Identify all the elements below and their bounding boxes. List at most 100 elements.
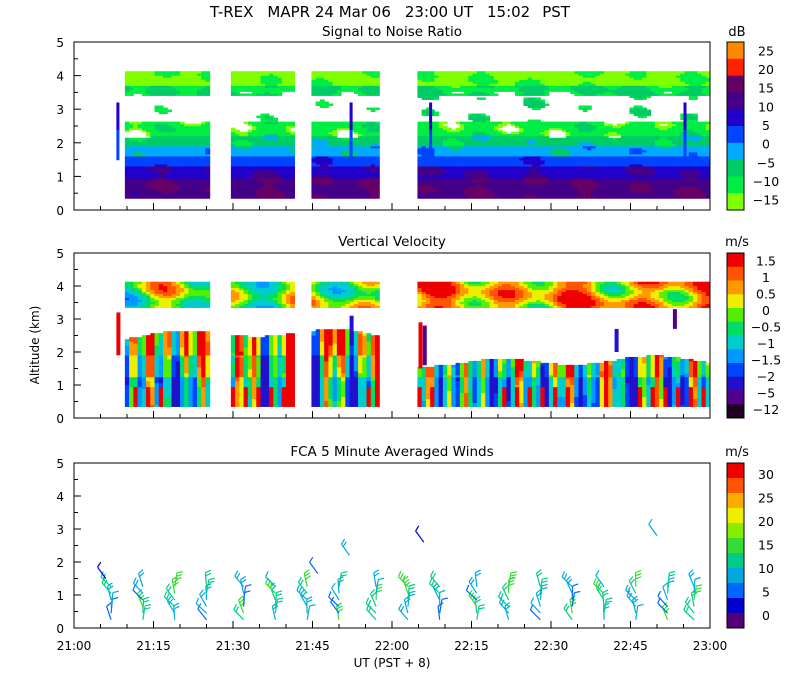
snr-cell (180, 131, 185, 135)
snr-cell (175, 75, 181, 78)
snr-cell (341, 157, 346, 161)
snr-cell (498, 172, 503, 175)
snr-cell (277, 168, 283, 171)
snr-cell (341, 83, 346, 86)
snr-cell (434, 91, 440, 94)
snr-cell (260, 73, 266, 76)
snr-cell (604, 180, 609, 183)
snr-cell (171, 194, 177, 197)
snr-cell (133, 79, 139, 82)
snr-cell (604, 129, 609, 133)
snr-cell (489, 172, 495, 175)
snr-cell (269, 141, 274, 145)
snr-cell (180, 127, 185, 131)
snr-cell (319, 79, 325, 82)
snr-cell (476, 93, 482, 96)
snr-cell (345, 123, 351, 127)
snr-cell (264, 137, 270, 141)
snr-cell (230, 89, 236, 92)
snr-cell (281, 125, 287, 129)
snr-cell (468, 81, 474, 84)
snr-cell (184, 77, 189, 80)
snr-cell (286, 194, 291, 197)
snr-cell (328, 168, 334, 171)
snr-cell (277, 184, 283, 187)
snr-cell (158, 79, 164, 82)
snr-cell (438, 93, 444, 96)
snr-cell (582, 161, 588, 165)
snr-cell (578, 145, 584, 149)
snr-cell (430, 93, 435, 96)
snr-cell (430, 85, 435, 88)
snr-cell (362, 194, 368, 197)
snr-cell (146, 159, 151, 163)
snr-cell (421, 71, 427, 74)
snr-cell (328, 149, 334, 153)
snr-cell (540, 81, 546, 84)
snr-cell (612, 184, 618, 187)
snr-cell (455, 87, 461, 90)
snr-cell (565, 168, 571, 171)
snr-cell (468, 115, 474, 119)
snr-cell (608, 178, 613, 181)
snr-cell (553, 149, 558, 153)
snr-cell (604, 176, 609, 179)
snr-cell (565, 125, 571, 129)
snr-cell (421, 170, 427, 173)
snr-cell (523, 125, 529, 129)
snr-cell (510, 83, 516, 86)
snr-cell (625, 190, 630, 193)
snr-cell (141, 79, 147, 82)
snr-cell (175, 123, 181, 127)
snr-cell (459, 163, 465, 167)
snr-cell (137, 125, 143, 129)
snr-cell (235, 180, 240, 183)
snr-cell (595, 165, 601, 169)
snr-cell (604, 125, 609, 129)
snr-cell (137, 168, 143, 171)
snr-cell (180, 89, 185, 92)
snr-cell (476, 77, 482, 80)
snr-cell (510, 174, 516, 177)
snr-cell (510, 87, 516, 90)
snr-cell (434, 141, 440, 145)
snr-cell (510, 75, 516, 78)
snr-cell (260, 139, 266, 143)
snr-cell (451, 83, 457, 86)
snr-cell (158, 91, 164, 94)
snr-cell (175, 196, 181, 199)
snr-cell (442, 91, 448, 94)
snr-cell (137, 149, 143, 153)
snr-cell (582, 73, 588, 76)
snr-cell (311, 93, 317, 96)
snr-cell (256, 194, 262, 197)
snr-cell (417, 196, 423, 199)
snr-cell (421, 77, 427, 80)
snr-cell (260, 119, 266, 123)
snr-cell (146, 139, 151, 143)
snr-cell (514, 155, 520, 159)
snr-cell (319, 101, 325, 104)
snr-cell (548, 123, 554, 127)
snr-cell (540, 105, 546, 109)
snr-cell (150, 81, 156, 84)
snr-cell (269, 170, 274, 173)
snr-cell (608, 157, 613, 161)
snr-cell (375, 149, 380, 153)
snr-cell (620, 155, 626, 159)
snr-cell (591, 196, 597, 199)
snr-cell (184, 151, 189, 155)
snr-cell (485, 182, 491, 185)
snr-cell (536, 165, 541, 169)
snr-cell (481, 119, 486, 123)
snr-cell (336, 192, 342, 195)
snr-cell (332, 155, 338, 159)
snr-cell (150, 182, 156, 185)
snr-cell (150, 79, 156, 82)
snr-cell (519, 139, 524, 143)
snr-cell (570, 123, 575, 127)
snr-cell (252, 186, 257, 189)
snr-cell (561, 180, 567, 183)
snr-cell (281, 75, 287, 78)
snr-cell (180, 93, 185, 96)
